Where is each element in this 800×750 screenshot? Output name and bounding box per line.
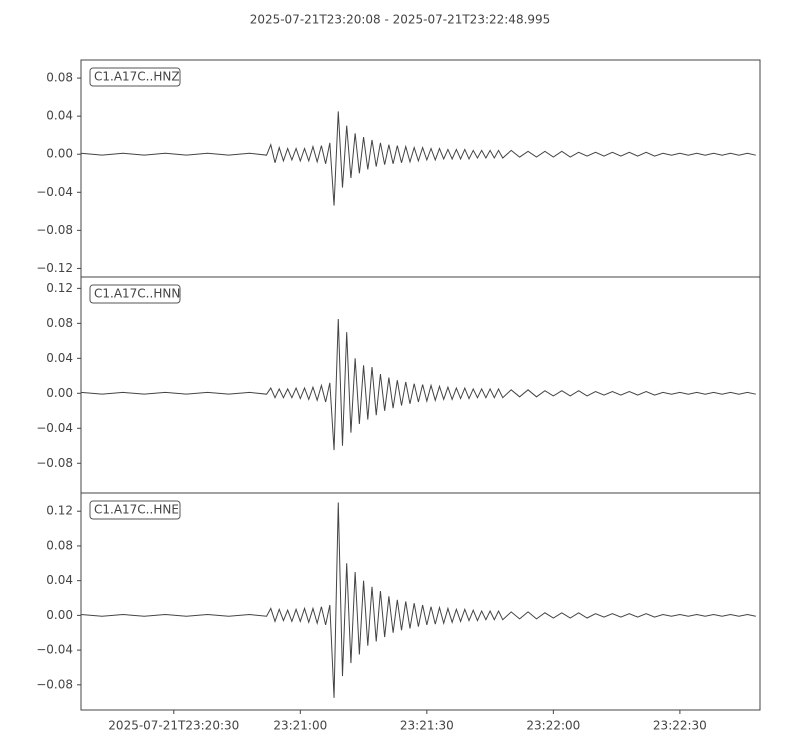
x-tick-label: 2025-07-21T23:20:30 [108,719,239,733]
waveform [80,111,756,206]
waveform [80,318,756,451]
x-tick-label: 23:21:00 [273,719,327,733]
y-tick-label: −0.08 [36,456,73,470]
y-tick-label: 0.12 [46,281,73,295]
chart-title: 2025-07-21T23:20:08 - 2025-07-21T23:22:4… [250,13,551,27]
channel-label: C1.A17C..HNE [94,503,179,517]
y-tick-label: 0.00 [46,386,73,400]
channel-label-box [89,67,181,87]
y-tick-label: 0.08 [46,538,73,552]
x-tick-label: 23:21:30 [400,719,454,733]
y-tick-label: −0.12 [36,261,73,275]
y-tick-label: 0.08 [46,316,73,330]
panel-frame [80,276,761,494]
y-tick-label: −0.04 [36,643,73,657]
y-tick-label: −0.04 [36,421,73,435]
y-tick-label: −0.08 [36,677,73,691]
y-tick-label: 0.04 [46,573,73,587]
y-tick-label: 0.04 [46,109,73,123]
y-tick-label: 0.12 [46,504,73,518]
y-tick-label: 0.00 [46,608,73,622]
x-tick-label: 23:22:30 [653,719,707,733]
x-tick-label: 23:22:00 [526,719,580,733]
y-tick-label: 0.08 [46,71,73,85]
channel-label-box [89,284,181,304]
y-tick-label: −0.04 [36,185,73,199]
panel-frame [80,59,761,278]
y-tick-label: −0.08 [36,223,73,237]
y-tick-label: 0.00 [46,147,73,161]
channel-label: C1.A17C..HNN [94,287,180,301]
y-tick-label: 0.04 [46,351,73,365]
channel-label: C1.A17C..HNZ [94,70,180,84]
waveform [80,502,756,698]
panel-frame [80,492,761,711]
channel-label-box [89,500,181,520]
